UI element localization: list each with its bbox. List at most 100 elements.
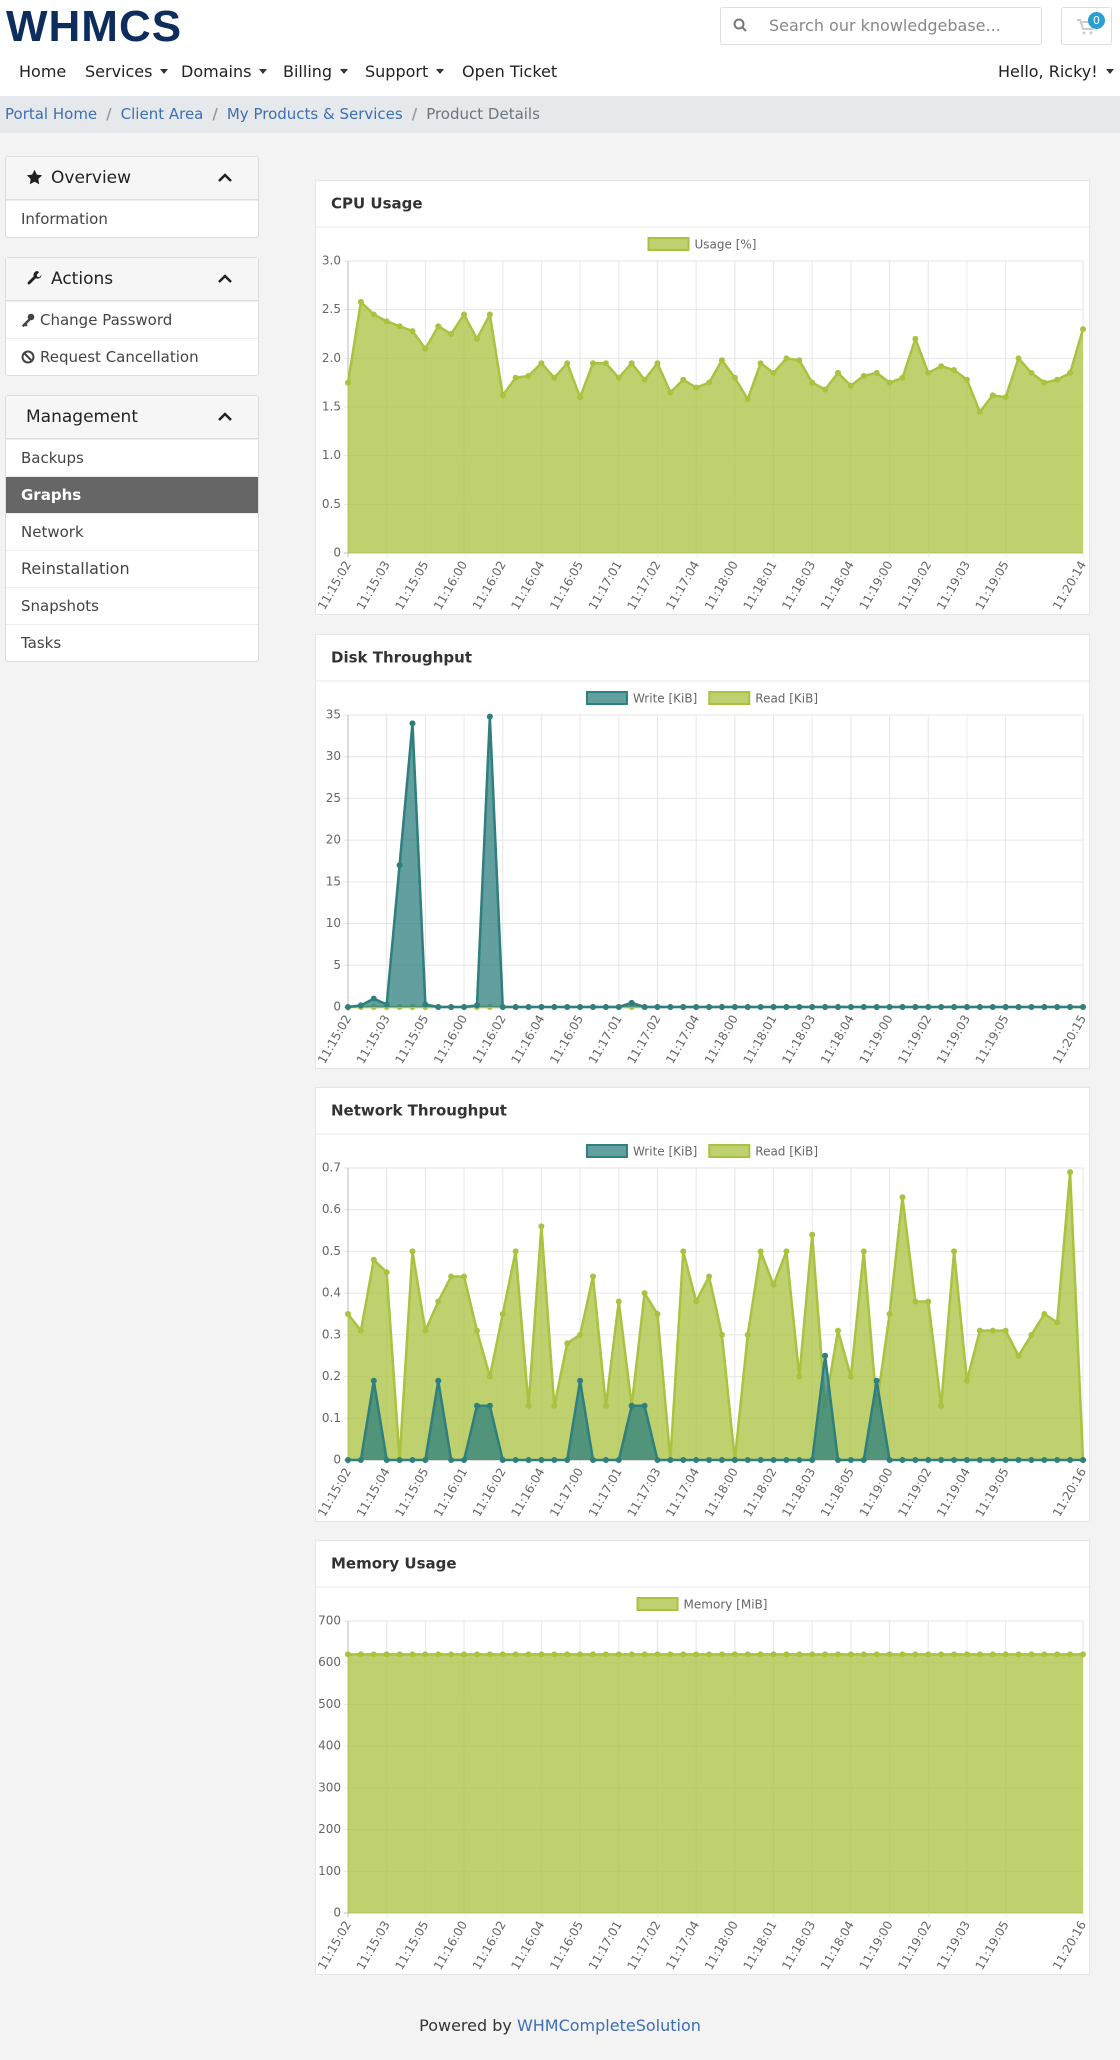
y-tick-label: 0.5: [322, 497, 341, 511]
data-point: [680, 376, 687, 383]
crumb[interactable]: My Products & Services: [226, 105, 403, 123]
data-point: [989, 392, 996, 399]
data-point: [873, 1651, 880, 1658]
data-point: [345, 379, 351, 386]
data-point: [577, 1377, 584, 1384]
data-point: [667, 1457, 674, 1463]
menu-item[interactable]: Backups: [6, 439, 258, 476]
user-menu[interactable]: Hello, Ricky!: [998, 62, 1114, 81]
data-point: [925, 1651, 932, 1658]
data-point: [641, 1651, 648, 1658]
panel-header[interactable]: Management: [6, 396, 258, 439]
data-point: [796, 1373, 803, 1380]
data-point: [912, 1004, 919, 1010]
data-point: [693, 1298, 700, 1305]
menu-item[interactable]: Request Cancellation: [6, 338, 258, 375]
series-line: [346, 300, 1085, 414]
data-point: [512, 1004, 519, 1010]
nav-item[interactable]: Billing: [283, 62, 348, 81]
y-tick-label: 1.5: [322, 400, 341, 414]
menu-item-active[interactable]: Graphs: [6, 476, 258, 513]
x-tick-label: 11:18:03: [779, 1013, 818, 1067]
data-point: [680, 1248, 687, 1255]
x-tick-label: 11:19:03: [934, 1013, 973, 1067]
x-tick-label: 11:16:01: [431, 1466, 470, 1520]
data-point: [1080, 326, 1086, 333]
data-point: [951, 1457, 958, 1463]
data-point: [718, 1004, 725, 1010]
chart-title: Network Throughput: [331, 1102, 507, 1120]
x-tick-label: 11:20:14: [1050, 559, 1089, 613]
cart-button[interactable]: 0: [1061, 7, 1112, 45]
data-point: [499, 392, 506, 399]
menu-label: Request Cancellation: [40, 348, 199, 366]
legend: Memory [MiB]: [636, 1597, 767, 1612]
nav-item[interactable]: Home: [19, 62, 67, 81]
data-point: [370, 1256, 377, 1263]
data-point: [564, 360, 571, 367]
data-point: [654, 360, 661, 367]
menu-item[interactable]: Tasks: [6, 624, 258, 661]
footer-text: Powered by: [419, 2016, 512, 2035]
crumb: Product Details: [426, 105, 540, 123]
data-point: [499, 1311, 506, 1317]
crumb[interactable]: Client Area: [120, 105, 204, 123]
data-point: [1067, 1169, 1074, 1176]
data-point: [564, 1340, 571, 1347]
x-tick-label: 11:16:00: [431, 559, 470, 613]
nav-item[interactable]: Domains: [181, 62, 267, 81]
search-box[interactable]: Search our knowledgebase...: [720, 7, 1042, 45]
data-point: [770, 1457, 777, 1463]
x-tick-label: 11:18:01: [741, 1919, 780, 1973]
series-area: [348, 1654, 1083, 1913]
nav-item[interactable]: Services: [85, 62, 168, 81]
data-point: [873, 369, 880, 376]
panel-header[interactable]: Overview: [6, 157, 258, 200]
data-point: [345, 1311, 351, 1317]
data-point: [551, 1402, 558, 1409]
data-point: [448, 331, 455, 337]
data-point: [744, 1331, 751, 1338]
data-point: [667, 389, 674, 396]
data-point: [486, 1373, 493, 1380]
data-point: [744, 1457, 751, 1463]
crumb[interactable]: Portal Home: [5, 105, 98, 123]
sidebar-panel: Management Backups Graphs Network Reinst…: [5, 395, 259, 662]
data-point: [693, 1004, 700, 1010]
chart-panel: CPU Usage 0 0.5 1.0 1.5 2.0 2.5 3.0 11:15:02 11:1…: [315, 180, 1090, 615]
data-point: [512, 1457, 519, 1463]
y-tick-label: 5: [333, 958, 341, 972]
footer-link[interactable]: WHMCompleteSolution: [516, 2016, 701, 2035]
data-point: [822, 1352, 829, 1359]
nav-item[interactable]: Open Ticket: [462, 62, 558, 81]
data-point: [383, 318, 390, 325]
data-point: [461, 1457, 468, 1463]
legend-swatch: [708, 1144, 751, 1158]
nav-item[interactable]: Support: [365, 62, 444, 81]
logo[interactable]: WHMCS: [6, 2, 183, 51]
header: WHMCS Search our knowledgebase... 0 Home…: [0, 0, 1120, 96]
data-point: [976, 408, 983, 415]
data-point: [938, 1651, 945, 1658]
data-point: [835, 1327, 841, 1334]
menu-item[interactable]: Network: [6, 513, 258, 550]
panel-header[interactable]: Actions: [6, 258, 258, 301]
data-point: [409, 1651, 416, 1658]
menu-item[interactable]: Information: [6, 200, 258, 237]
breadcrumb: Portal Home / Client Area / My Products & Se…: [0, 96, 1120, 133]
series-line: [348, 1354, 1083, 1462]
menu-item[interactable]: Change Password: [6, 301, 258, 338]
data-point: [847, 1373, 854, 1380]
legend-label: Write [KiB]: [633, 1145, 697, 1159]
data-point: [925, 1298, 932, 1305]
menu-item[interactable]: Reinstallation: [6, 550, 258, 587]
x-tick-label: 11:18:00: [702, 559, 741, 613]
data-point: [680, 1651, 687, 1658]
menu-item[interactable]: Snapshots: [6, 587, 258, 624]
data-point: [473, 1651, 480, 1658]
data-point: [693, 1651, 700, 1658]
legend-label: Read [KiB]: [755, 1145, 818, 1159]
data-point: [899, 1651, 906, 1658]
data-point: [1067, 1651, 1074, 1658]
